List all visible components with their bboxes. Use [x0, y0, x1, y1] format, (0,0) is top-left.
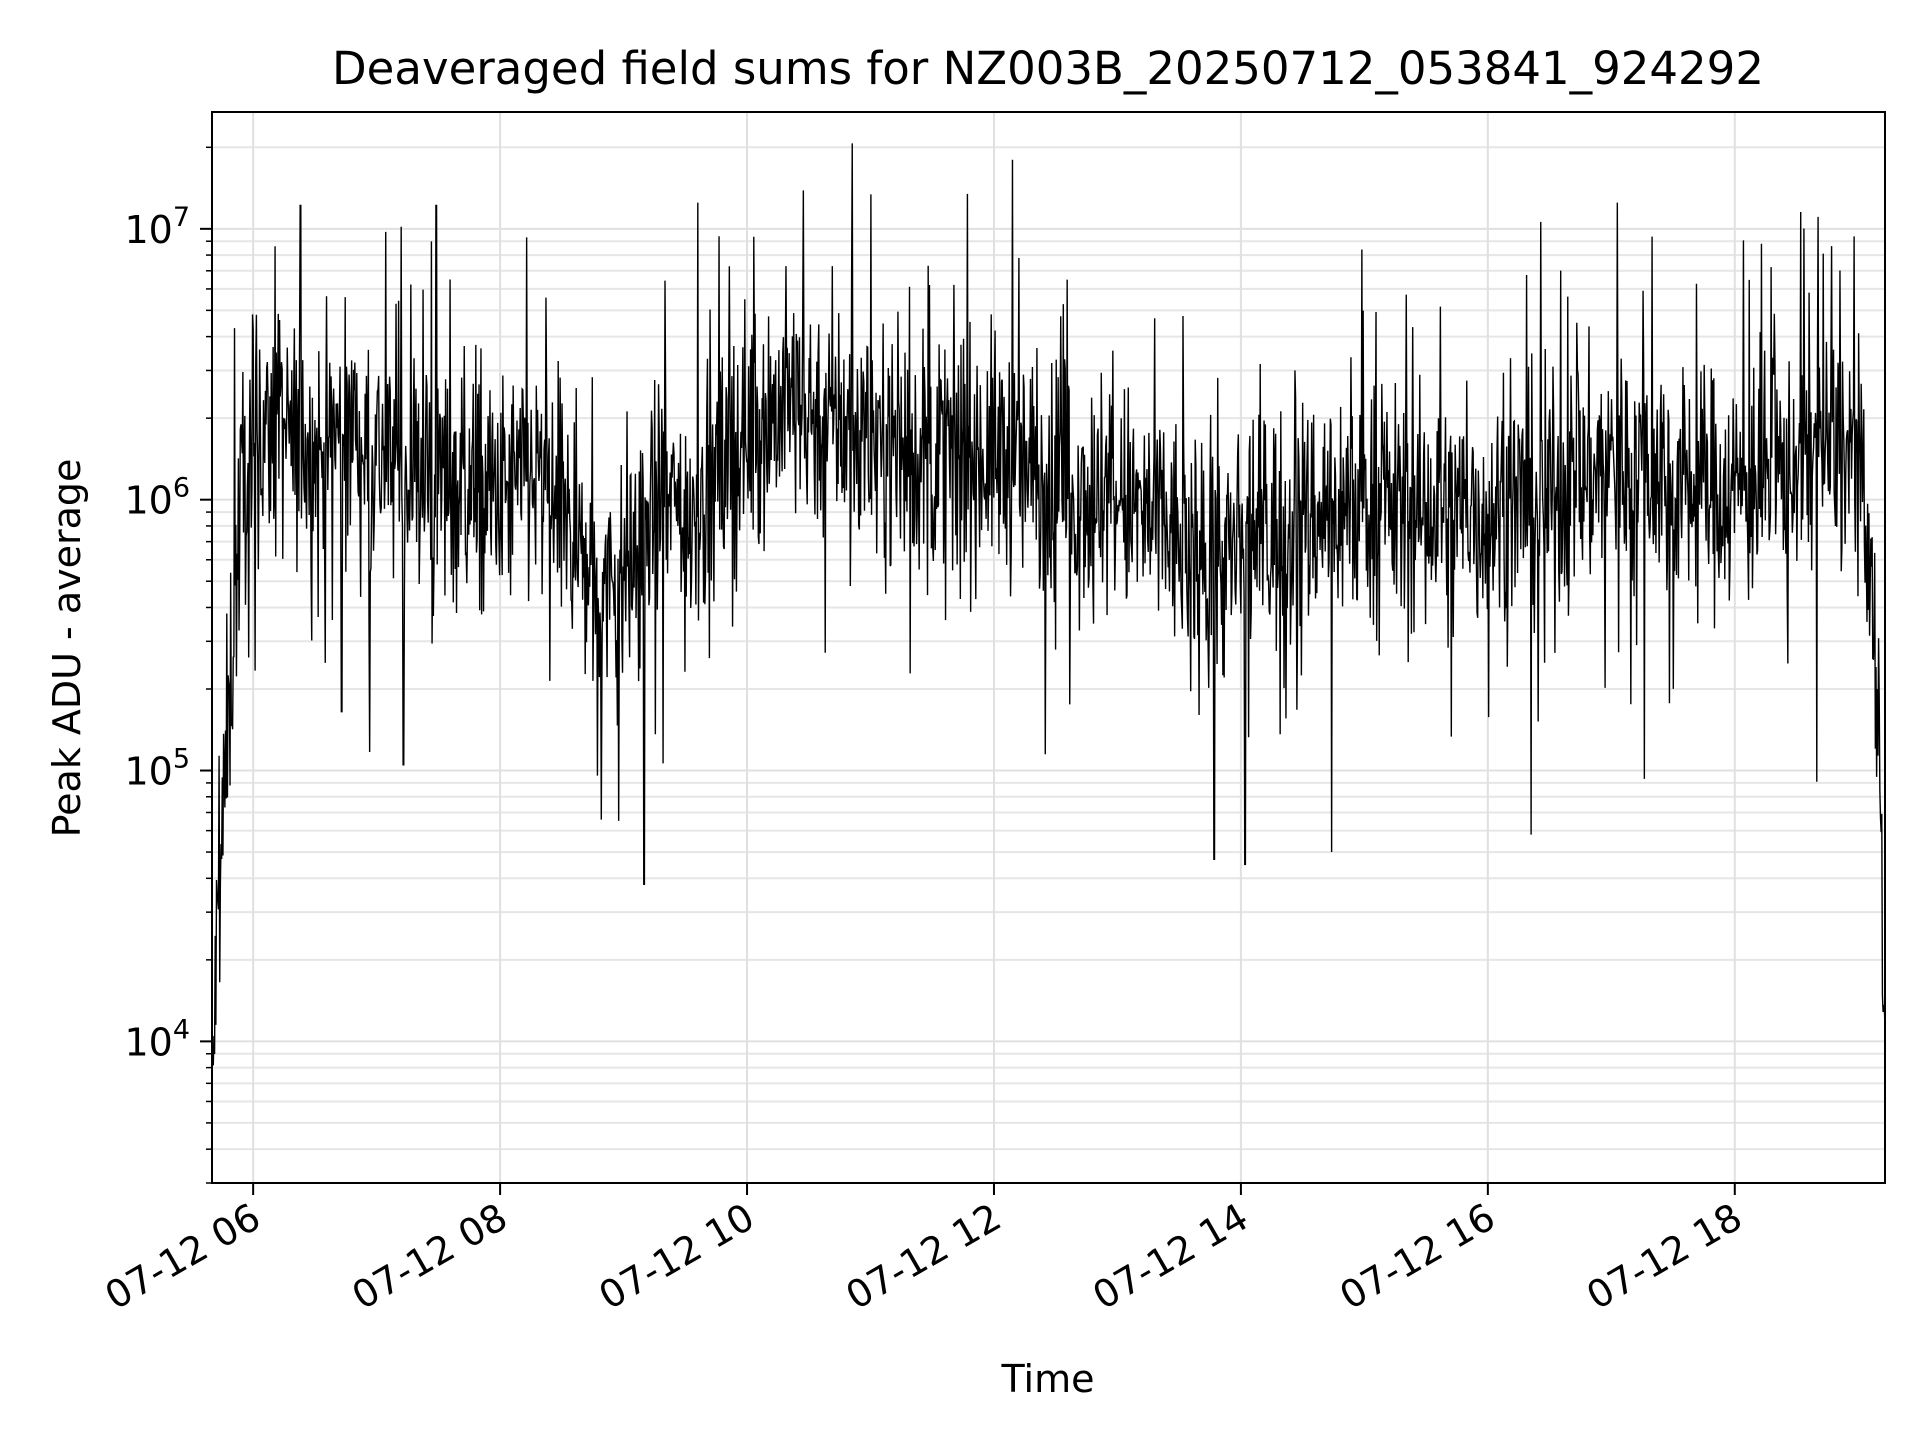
y-tick-label: 105 — [124, 744, 190, 794]
chart-title: Deaveraged field sums for NZ003B_2025071… — [332, 42, 1764, 95]
plot-frame — [211, 111, 1886, 1184]
x-axis-label: Time — [1001, 1357, 1095, 1401]
series-line — [212, 143, 1885, 1066]
y-axis-label: Peak ADU - average — [45, 459, 89, 838]
y-tick-label: 106 — [124, 473, 190, 523]
y-tick-label: 104 — [124, 1014, 190, 1064]
y-tick-label: 107 — [124, 202, 190, 252]
data-layer — [212, 143, 1885, 1066]
